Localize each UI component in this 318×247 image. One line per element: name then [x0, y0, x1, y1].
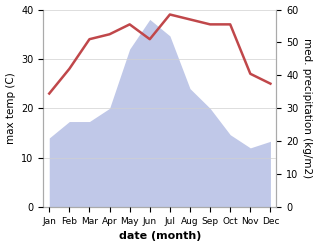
- Y-axis label: max temp (C): max temp (C): [5, 72, 16, 144]
- X-axis label: date (month): date (month): [119, 231, 201, 242]
- Y-axis label: med. precipitation (kg/m2): med. precipitation (kg/m2): [302, 38, 313, 178]
